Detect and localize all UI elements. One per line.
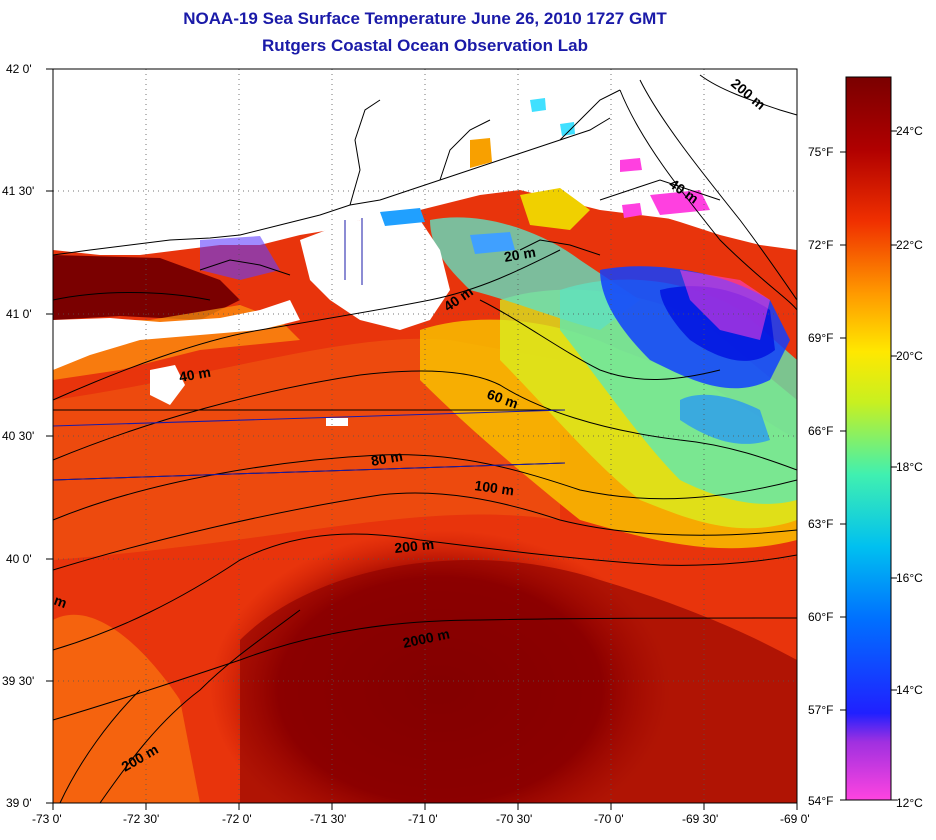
graticule: [53, 69, 797, 803]
depth-label-m: m: [52, 592, 69, 611]
colorbar-c-label: 16°C: [896, 571, 923, 585]
colorbar-c-label: 20°C: [896, 349, 923, 363]
lat-label: 39 30': [2, 674, 35, 688]
lon-label: -69 30': [682, 812, 719, 826]
lon-label: -73 0': [32, 812, 62, 826]
lat-label: 42 0': [6, 62, 32, 76]
lon-label: -70 0': [594, 812, 624, 826]
map-subtitle: Rutgers Coastal Ocean Observation Lab: [262, 36, 588, 55]
lat-label: 40 0': [6, 552, 32, 566]
depth-label-100m: 100 m: [474, 477, 516, 498]
lon-label: -72 0': [222, 812, 252, 826]
depth-label-200m-a: 200 m: [394, 536, 435, 556]
colorbar: [845, 76, 892, 801]
colorbar-f-label: 69°F: [808, 331, 834, 345]
lat-label: 39 0': [6, 796, 32, 810]
colorbar-c-label: 22°C: [896, 238, 923, 252]
colorbar-f-label: 63°F: [808, 517, 834, 531]
coastline: [52, 89, 721, 276]
bathymetry-contours: [52, 74, 798, 804]
lon-label: -71 30': [310, 812, 347, 826]
colorbar-f-label: 60°F: [808, 610, 834, 624]
lon-label: -71 0': [408, 812, 438, 826]
lon-label: -72 30': [123, 812, 160, 826]
colorbar-f-label: 57°F: [808, 703, 834, 717]
lon-label: -69 0': [780, 812, 810, 826]
colorbar-c-label: 24°C: [896, 124, 923, 138]
colorbar-f-label: 66°F: [808, 424, 834, 438]
track-lines: [52, 218, 566, 481]
lat-label: 40 30': [2, 429, 35, 443]
colorbar-c-label: 14°C: [896, 683, 923, 697]
colorbar-f-label: 54°F: [808, 794, 834, 808]
axis-ticks: [46, 68, 798, 810]
colorbar-f-label: 75°F: [808, 145, 834, 159]
colorbar-f-label: 72°F: [808, 238, 834, 252]
lat-label: 41 30': [2, 184, 35, 198]
colorbar-c-label: 12°C: [896, 796, 923, 810]
colorbar-ticks: [840, 130, 897, 801]
depth-label-40m-b: 40 m: [178, 364, 212, 385]
depth-label-80m: 80 m: [370, 448, 404, 469]
colorbar-c-label: 18°C: [896, 460, 923, 474]
lon-label: -70 30': [496, 812, 533, 826]
map-title: NOAA-19 Sea Surface Temperature June 26,…: [183, 9, 667, 28]
lat-label: 41 0': [6, 307, 32, 321]
depth-label-20m: 20 m: [503, 244, 537, 265]
